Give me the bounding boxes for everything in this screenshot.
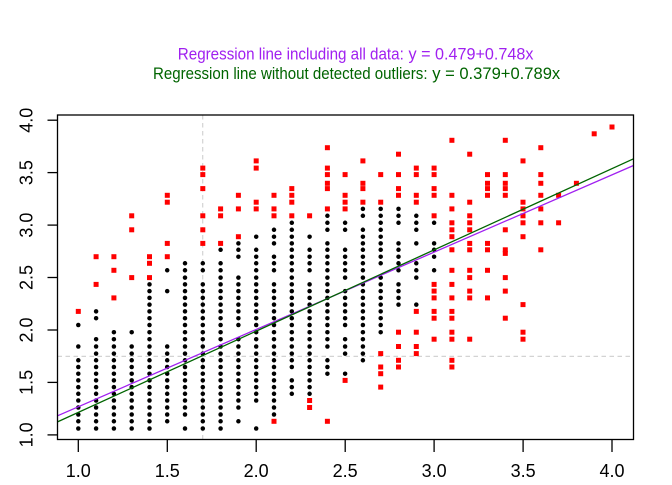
- svg-text:4.0: 4.0: [599, 461, 624, 480]
- svg-text:3.0: 3.0: [16, 213, 36, 238]
- svg-text:1.5: 1.5: [155, 461, 180, 480]
- svg-text:2.0: 2.0: [16, 317, 36, 342]
- svg-text:3.5: 3.5: [511, 461, 536, 480]
- svg-text:Regression line without detect: Regression line without detected outlier…: [153, 64, 428, 83]
- svg-text:4.0: 4.0: [16, 108, 36, 133]
- svg-text:2.5: 2.5: [16, 265, 36, 290]
- svg-text:1.0: 1.0: [16, 422, 36, 447]
- svg-text:2.0: 2.0: [244, 461, 269, 480]
- svg-text:2.5: 2.5: [333, 461, 358, 480]
- svg-text:1.5: 1.5: [16, 370, 36, 395]
- svg-text:y = 0.479+0.748x: y = 0.479+0.748x: [409, 44, 534, 63]
- svg-text:Regression line including all: Regression line including all data:: [178, 44, 404, 63]
- svg-text:3.5: 3.5: [16, 160, 36, 185]
- svg-text:1.0: 1.0: [66, 461, 91, 480]
- svg-text:3.0: 3.0: [422, 461, 447, 480]
- svg-text:y = 0.379+0.789x: y = 0.379+0.789x: [432, 64, 560, 83]
